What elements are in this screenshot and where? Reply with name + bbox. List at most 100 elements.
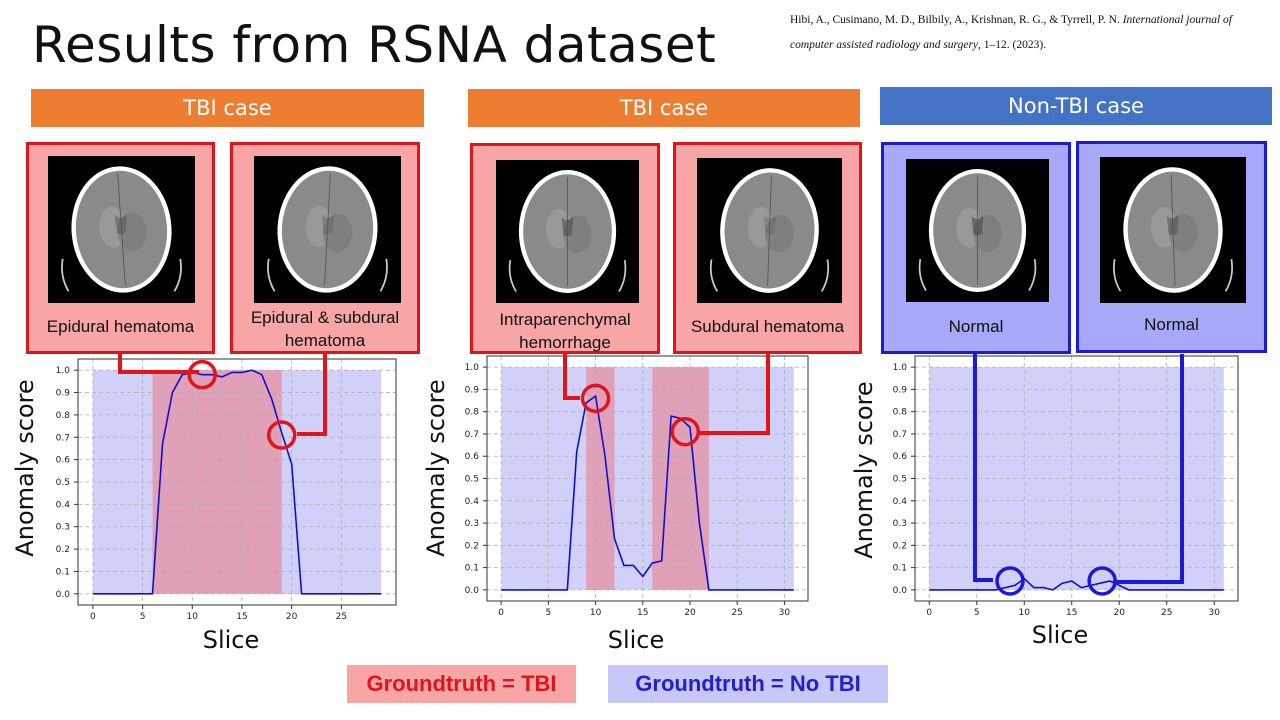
y-tick-label: 0.4: [893, 497, 908, 507]
callout-connector: [698, 354, 770, 435]
case-card: Normal: [1076, 141, 1267, 353]
brain-lobe: [765, 214, 795, 253]
skull-group: [518, 170, 617, 293]
anomaly-score-line: [501, 394, 794, 591]
card-label: Intraparenchymal hemorrhage: [499, 310, 631, 352]
y-tick-label: 0.1: [465, 564, 479, 574]
y-tick-label: 0.3: [56, 523, 70, 533]
x-tick-label: 5: [974, 608, 980, 618]
anomaly-chart: 0 5 10 15 20 25 30 0.0 0.1 0.2 0.3 0.4 0.5 0.6 0.7 0.8 0…: [422, 355, 809, 654]
citation: Hibi, A., Cusimano, M. D., Bilbily, A., …: [790, 8, 1270, 58]
x-tick-label: 25: [1161, 608, 1172, 618]
x-tick-label: 15: [637, 608, 648, 618]
callout-connector: [297, 354, 327, 436]
y-tick-label: 0.8: [893, 408, 908, 418]
y-axis-label: Anomaly score: [422, 379, 450, 556]
ct-scan-image: [254, 156, 401, 303]
y-tick-label: 1.0: [56, 366, 71, 376]
y-tick-label: 0.7: [465, 430, 479, 440]
skull-group: [277, 166, 378, 293]
y-tick-label: 0.9: [465, 385, 480, 395]
x-axis-label: Slice: [608, 626, 665, 654]
y-tick-label: 0.8: [465, 408, 480, 418]
y-tick-label: 0.4: [465, 497, 480, 507]
legend-groundtruth-tbi: Groundtruth = TBI: [347, 665, 576, 703]
midline: [1170, 174, 1176, 286]
anomaly-score-line: [929, 577, 1224, 591]
y-tick-label: 0.1: [56, 567, 70, 577]
skull-group: [928, 169, 1027, 292]
x-tick-label: 25: [731, 608, 742, 618]
case-card: Subdural hematoma: [673, 142, 862, 354]
brain-lobe: [563, 215, 592, 253]
highlight-circle: [187, 359, 217, 390]
x-tick-label: 20: [684, 608, 696, 618]
midline: [324, 173, 331, 286]
panel-2-header: TBI case: [468, 89, 860, 127]
card-label: Normal: [1144, 315, 1199, 334]
ct-scan-image: [48, 156, 195, 303]
case-card: Epidural hematoma: [26, 142, 215, 354]
headrest-arc: [508, 259, 517, 293]
x-tick-label: 5: [546, 608, 552, 618]
y-tick-label: 0.9: [893, 385, 908, 395]
y-tick-label: 0.1: [893, 564, 907, 574]
ventricle: [114, 214, 127, 235]
anomaly-chart: 0 5 10 15 20 25 0.0 0.1 0.2 0.3 0.4 0.5 0.6 0.7 0.8 0.9…: [11, 358, 397, 654]
panel-3-header: Non-TBI case: [880, 87, 1272, 125]
headrest-arc: [820, 259, 830, 292]
x-tick-label: 15: [1066, 608, 1077, 618]
y-axis-label: Anomaly score: [11, 379, 39, 556]
midline: [767, 175, 772, 286]
case-card: Epidural & subdural hematoma: [230, 142, 420, 354]
brain-lobe: [322, 213, 353, 253]
y-tick-label: 0.3: [465, 519, 479, 529]
x-tick-label: 10: [187, 612, 199, 622]
headrest-arc: [1224, 259, 1234, 292]
brain-lobe: [117, 212, 147, 251]
callout-connector: [973, 354, 993, 582]
x-tick-label: 10: [590, 608, 602, 618]
x-tick-label: 20: [286, 612, 298, 622]
card-label: Epidural hematoma: [46, 317, 195, 336]
y-tick-label: 0.0: [465, 586, 480, 596]
headrest-arc: [173, 258, 182, 292]
y-tick-label: 0.5: [465, 475, 479, 485]
brain-lobe: [1168, 213, 1198, 252]
y-axis-label: Anomaly score: [850, 381, 878, 558]
x-tick-label: 20: [1114, 608, 1126, 618]
slide-title: Results from RSNA dataset: [32, 16, 717, 74]
anomaly-score-line: [92, 369, 382, 595]
headrest-arc: [1028, 258, 1037, 292]
midline: [117, 173, 126, 286]
skull-group: [720, 168, 819, 293]
y-tick-label: 1.0: [893, 363, 908, 373]
x-tick-label: 15: [236, 612, 247, 622]
case-card: Intraparenchymal hemorrhage: [470, 143, 660, 354]
highlight-circle: [580, 383, 611, 414]
x-tick-label: 5: [140, 612, 146, 622]
y-tick-label: 0.2: [56, 545, 70, 555]
x-tick-label: 0: [90, 612, 96, 622]
panel-1-header: TBI case: [31, 89, 424, 127]
y-tick-label: 0.4: [56, 500, 71, 510]
card-label: Subdural hematoma: [690, 317, 845, 336]
citation-authors: Hibi, A., Cusimano, M. D., Bilbily, A., …: [790, 14, 1120, 26]
ct-scan-image: [906, 159, 1049, 302]
x-tick-label: 0: [498, 608, 504, 618]
ct-scan-drawing: [508, 170, 627, 293]
ct-scan-image: [496, 160, 639, 303]
y-tick-label: 0.9: [56, 389, 71, 399]
y-tick-label: 1.0: [465, 363, 480, 373]
ct-scan-drawing: [61, 166, 182, 293]
y-tick-label: 0.3: [893, 519, 907, 529]
x-tick-label: 25: [336, 612, 347, 622]
y-tick-label: 0.5: [893, 475, 907, 485]
citation-journal: International journal of computer assist…: [790, 14, 1232, 51]
x-tick-label: 30: [779, 608, 791, 618]
y-tick-label: 0.6: [465, 452, 480, 462]
card-label: Normal: [948, 317, 1004, 336]
highlight-circle: [1087, 566, 1117, 596]
y-tick-label: 0.5: [56, 478, 70, 488]
